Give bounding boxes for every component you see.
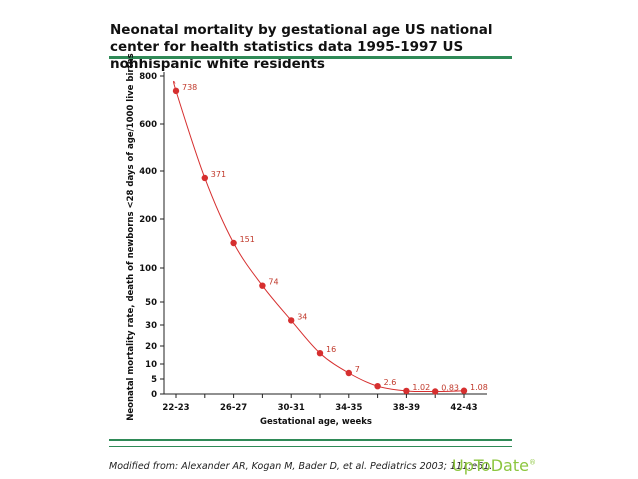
data-labels: 738 371 151 74 34 16 7 2.6 1.02 0.83 1.08 [182,83,488,393]
y-axis-title: Neonatal mortality rate, death of newbor… [126,53,136,421]
data-label: 34 [297,312,307,321]
x-tick-label: 42-43 [450,403,477,413]
data-label: 1.08 [470,383,488,392]
x-tick-label: 26-27 [220,403,247,413]
x-axis-ticks: 22-23 26-27 30-31 34-35 38-39 42-43 [162,394,478,413]
y-tick-label: 200 [139,215,157,225]
top-divider [109,56,512,59]
y-tick-label: 5 [151,375,157,385]
y-tick-label: 50 [145,298,157,308]
series-line [173,80,465,393]
y-axis-ticks: 0 5 10 20 30 50 100 200 400 600 800 [139,72,164,400]
data-point [403,387,410,395]
data-point [374,383,381,390]
data-point [259,282,266,289]
data-points [172,87,468,395]
brand-name: UpToDate [452,456,529,475]
data-point [288,317,295,324]
y-tick-label: 800 [139,72,157,82]
x-tick-label: 34-35 [335,403,362,413]
data-label: 74 [268,278,278,287]
chart-title: Neonatal mortality by gestational age US… [110,22,493,72]
data-point [460,387,468,394]
y-tick-label: 30 [145,321,157,331]
data-label: 738 [182,83,197,92]
y-tick-label: 0 [151,390,157,400]
y-tick-label: 10 [145,360,157,370]
x-tick-label: 38-39 [393,403,420,413]
data-point [201,174,208,182]
axes [163,72,487,395]
data-label: 371 [211,170,226,179]
x-tick-label: 30-31 [278,403,305,413]
data-label: 16 [326,345,336,354]
bottom-divider-thin [109,446,512,447]
data-point [432,388,439,395]
registered-mark: ® [528,458,536,467]
x-axis-title: Gestational age, weeks [260,417,372,427]
data-label: 7 [355,365,360,374]
y-tick-label: 600 [139,120,157,130]
data-point [345,369,352,377]
uptodate-logo: UpToDate® [452,456,536,475]
x-tick-label: 22-23 [162,403,189,413]
y-tick-label: 100 [139,264,157,274]
data-point [316,350,324,357]
data-label: 1.02 [412,383,430,392]
citation-text: Modified from: Alexander AR, Kogan M, Ba… [109,461,493,472]
data-label: 0.83 [441,384,459,393]
y-tick-label: 400 [139,167,157,177]
data-point [172,87,180,95]
y-tick-label: 20 [145,342,157,352]
data-point [230,239,237,247]
data-label: 151 [240,235,255,244]
data-label: 2.6 [384,378,397,387]
bottom-divider-thick [109,439,512,441]
